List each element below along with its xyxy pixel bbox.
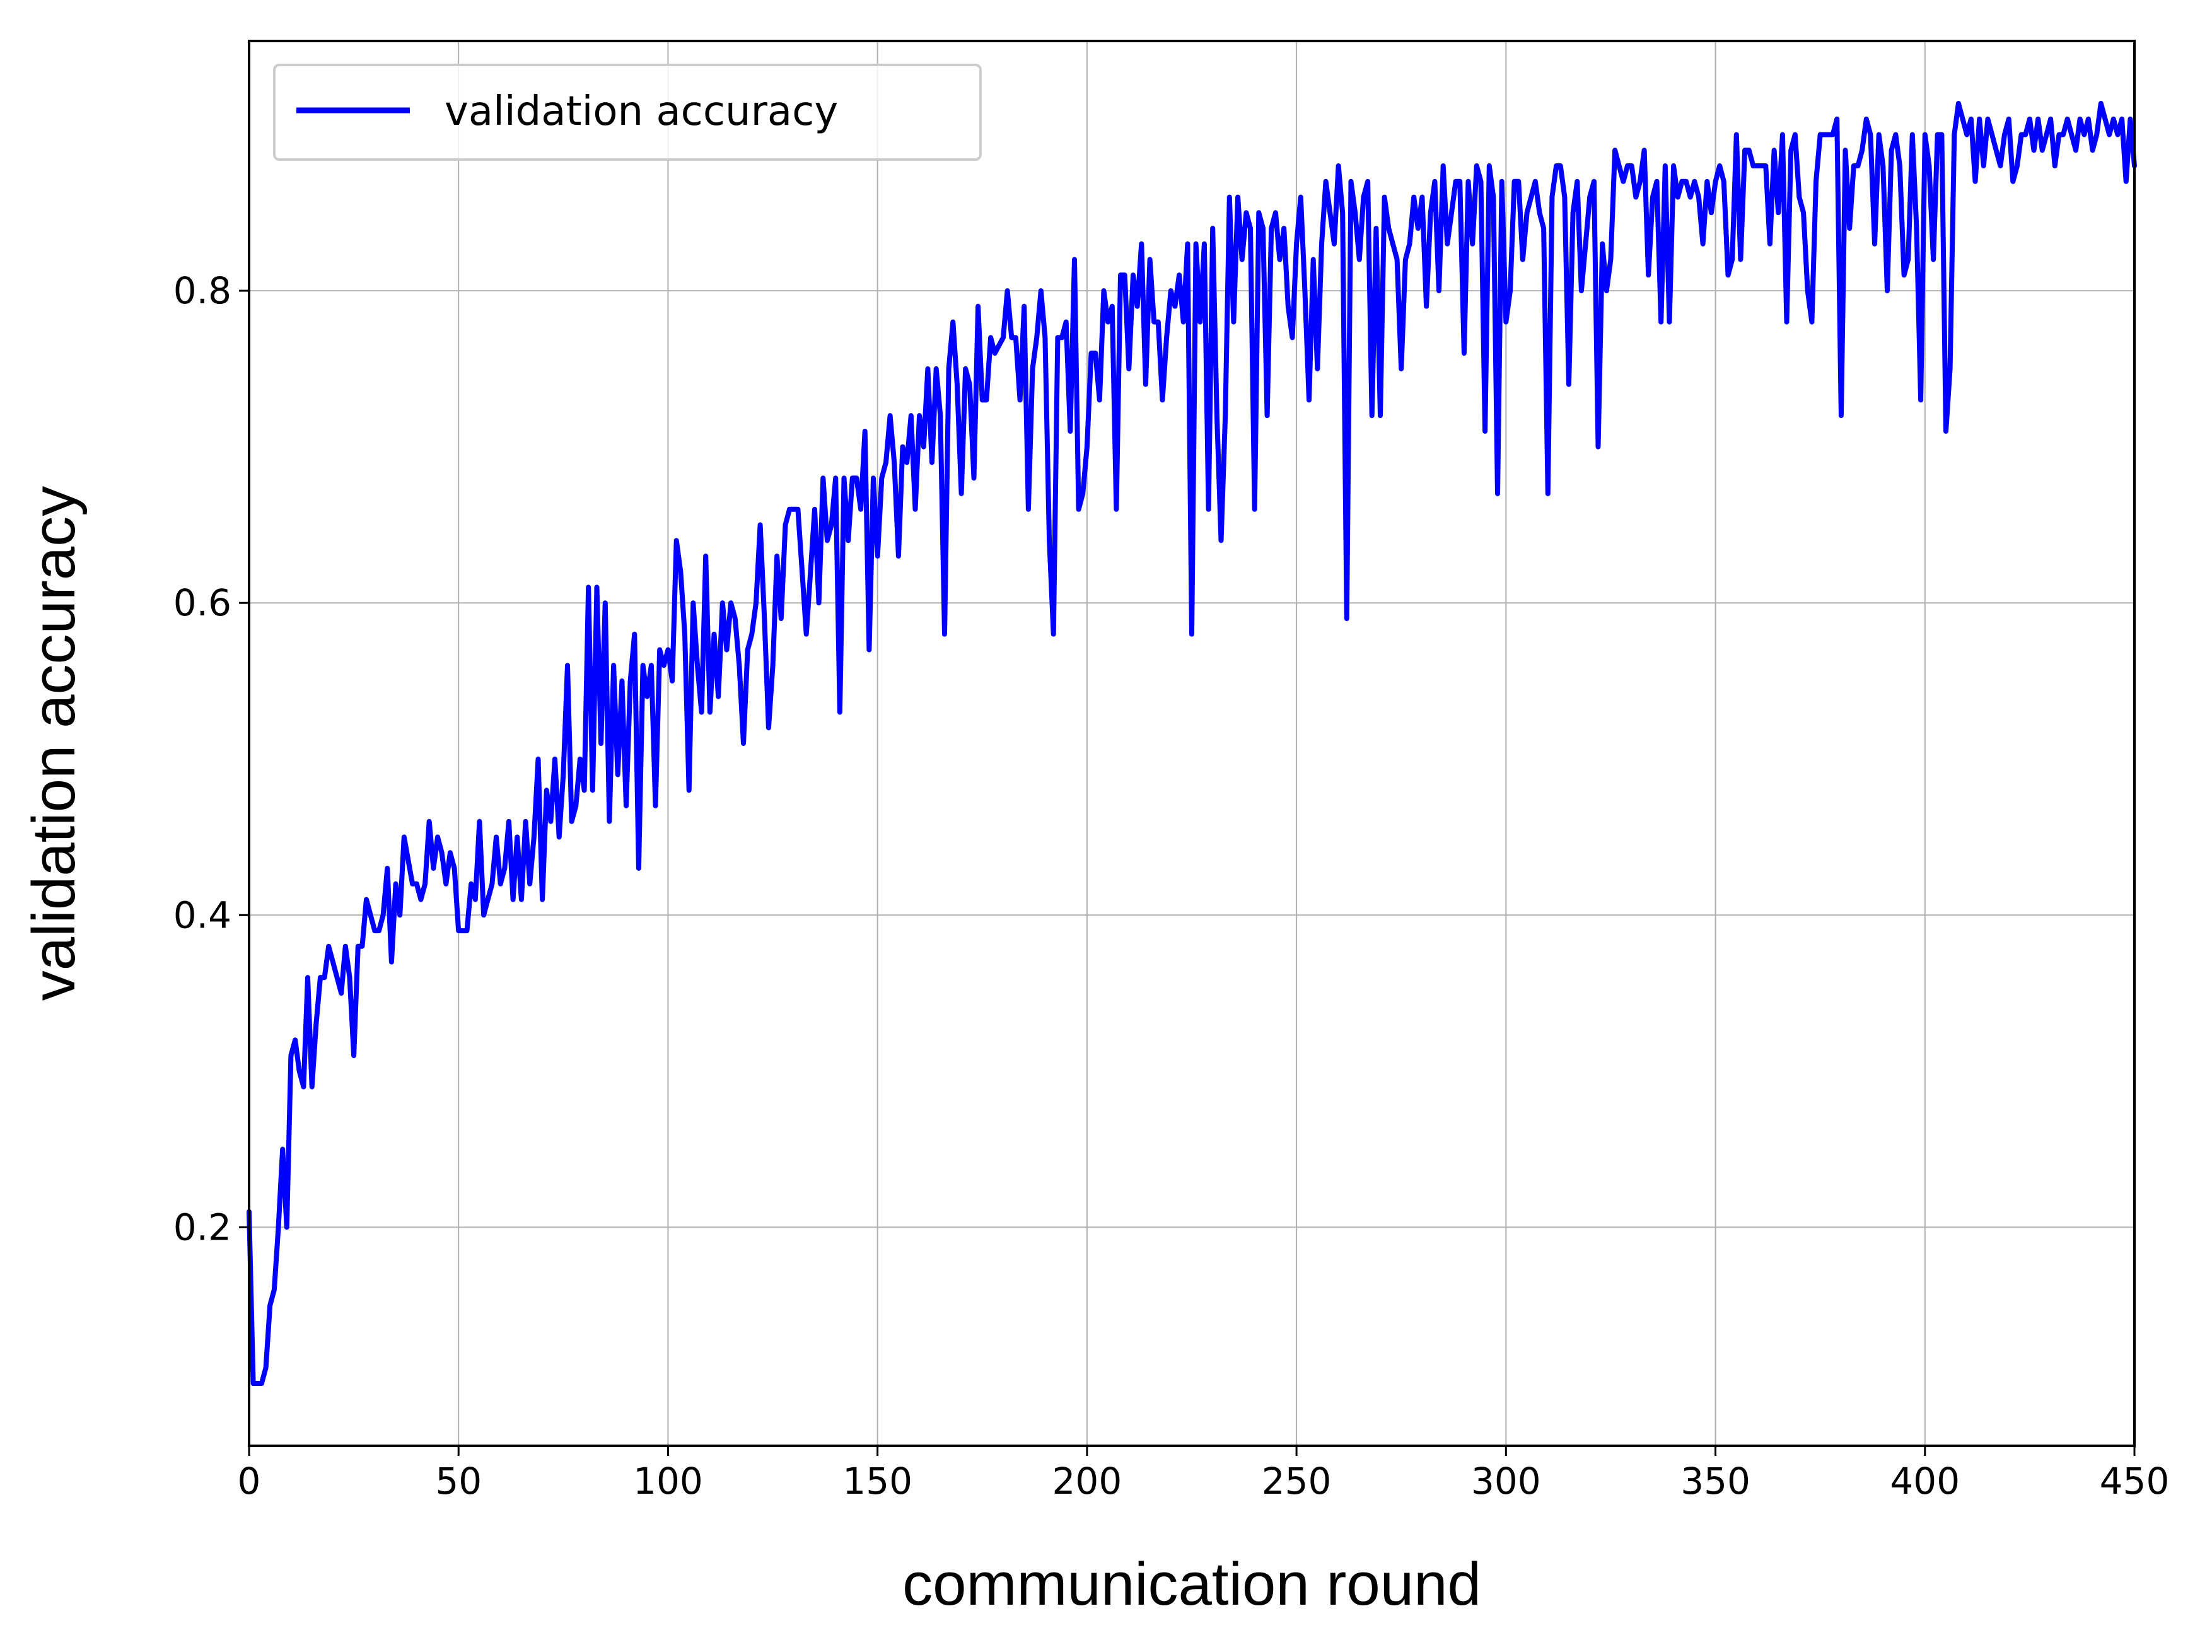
x-tick-label: 200 <box>1052 1460 1122 1503</box>
y-tick-label: 0.6 <box>173 581 231 624</box>
x-tick-label: 0 <box>238 1460 261 1503</box>
x-tick-label: 50 <box>435 1460 482 1503</box>
x-tick-label: 400 <box>1890 1460 1960 1503</box>
ticks: 0 50 100 150 200 250 300 350 400 450 0.2 0.4 0.6 0.8 <box>173 269 2170 1503</box>
plot-frame <box>248 40 2136 1447</box>
legend-label: validation accuracy <box>445 88 838 135</box>
x-tick-label: 250 <box>1262 1460 1332 1503</box>
x-tick-label: 450 <box>2100 1460 2170 1503</box>
y-tick-label: 0.2 <box>173 1206 231 1248</box>
grid <box>248 41 2135 1446</box>
y-tick-label: 0.4 <box>173 893 231 936</box>
x-tick-label: 300 <box>1471 1460 1541 1503</box>
x-tick-label: 150 <box>842 1460 912 1503</box>
y-axis-title: validation accuracy <box>20 486 88 1001</box>
y-tick-label: 0.8 <box>173 269 231 312</box>
validation-accuracy-line <box>247 101 2137 1386</box>
legend-box <box>273 64 982 161</box>
x-tick-label: 100 <box>633 1460 703 1503</box>
x-tick-label: 350 <box>1680 1460 1750 1503</box>
series-layer <box>247 101 2137 1386</box>
x-axis-title: communication round <box>902 1550 1481 1618</box>
legend: validation accuracy <box>273 64 982 161</box>
